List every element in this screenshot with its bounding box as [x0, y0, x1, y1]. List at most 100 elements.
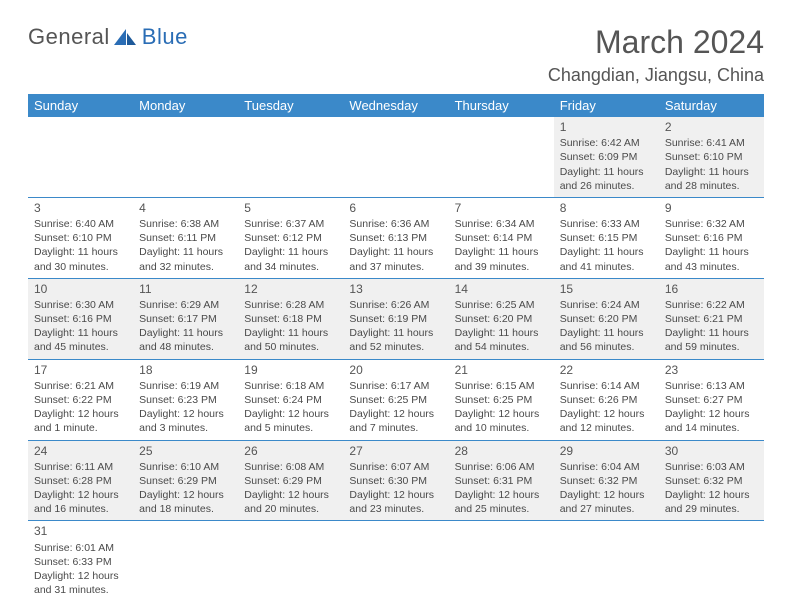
sunset-text: Sunset: 6:24 PM — [244, 394, 322, 406]
calendar-day: 4Sunrise: 6:38 AMSunset: 6:11 PMDaylight… — [133, 197, 238, 278]
calendar-empty — [554, 521, 659, 601]
calendar-day: 23 Sunrise: 6:13 AM Sunset: 6:27 PM Dayligh… — [659, 359, 764, 440]
daylight-text: Daylight: 11 hours and 50 minutes. — [244, 327, 328, 353]
calendar-day: 25Sunrise: 6:10 AMSunset: 6:29 PMDayligh… — [133, 440, 238, 521]
sunrise-text: Sunrise: 6:21 AM — [34, 380, 114, 392]
sunset-text: Sunset: 6:22 PM — [34, 394, 112, 406]
sunrise-text: Sunrise: 6:42 AM — [560, 137, 640, 149]
daylight-text: Daylight: 12 hours and 3 minutes. — [139, 408, 224, 434]
daylight-text: Daylight: 11 hours and 41 minutes. — [560, 246, 644, 272]
calendar-day: 22Sunrise: 6:14 AMSunset: 6:26 PMDayligh… — [554, 359, 659, 440]
sunrise-text: Sunrise: 6:29 AM — [139, 299, 219, 311]
day-number: 31 — [34, 523, 127, 539]
calendar-day: 16Sunrise: 6:22 AMSunset: 6:21 PMDayligh… — [659, 278, 764, 359]
day-number: 29 — [560, 443, 653, 459]
daylight-text: Daylight: 11 hours and 39 minutes. — [455, 246, 539, 272]
sunset-text: Sunset: 6:11 PM — [139, 232, 216, 244]
day-number: 8 — [560, 200, 653, 216]
calendar-day: 11Sunrise: 6:29 AMSunset: 6:17 PMDayligh… — [133, 278, 238, 359]
day-number: 12 — [244, 281, 337, 297]
calendar-table: SundayMondayTuesdayWednesdayThursdayFrid… — [28, 94, 764, 601]
daylight-text: Daylight: 11 hours and 26 minutes. — [560, 166, 644, 192]
calendar-row: 3Sunrise: 6:40 AMSunset: 6:10 PMDaylight… — [28, 197, 764, 278]
daylight-text: Daylight: 12 hours and 1 minute. — [34, 408, 119, 434]
daylight-text: Daylight: 11 hours and 54 minutes. — [455, 327, 539, 353]
sunrise-text: Sunrise: 6:13 AM — [665, 380, 745, 392]
logo-text-blue: Blue — [142, 24, 188, 50]
day-number: 9 — [665, 200, 758, 216]
daylight-text: Daylight: 11 hours and 28 minutes. — [665, 166, 749, 192]
calendar-day: 21Sunrise: 6:15 AMSunset: 6:25 PMDayligh… — [449, 359, 554, 440]
sunrise-text: Sunrise: 6:15 AM — [455, 380, 535, 392]
sunset-text: Sunset: 6:16 PM — [34, 313, 112, 325]
sunrise-text: Sunrise: 6:32 AM — [665, 218, 745, 230]
calendar-row: 10 Sunrise: 6:30 AM Sunset: 6:16 PM Dayligh… — [28, 278, 764, 359]
sunrise-text: Sunrise: 6:01 AM — [34, 542, 114, 554]
day-number: 21 — [455, 362, 548, 378]
day-number: 2 — [665, 119, 758, 135]
sunset-text: Sunset: 6:26 PM — [560, 394, 638, 406]
logo: General Blue — [28, 24, 188, 50]
daylight-text: Daylight: 12 hours and 16 minutes. — [34, 489, 119, 515]
calendar-empty — [449, 521, 554, 601]
daylight-text: Daylight: 12 hours and 18 minutes. — [139, 489, 224, 515]
calendar-row: 31Sunrise: 6:01 AMSunset: 6:33 PMDayligh… — [28, 521, 764, 601]
day-number: 10 — [34, 281, 127, 297]
daylight-text: Daylight: 12 hours and 5 minutes. — [244, 408, 329, 434]
calendar-day: 10Sunrise: 6:30 AMSunset: 6:16 PMDayligh… — [28, 278, 133, 359]
daylight-text: Daylight: 12 hours and 10 minutes. — [455, 408, 540, 434]
sunrise-text: Sunrise: 6:04 AM — [560, 461, 640, 473]
sunset-text: Sunset: 6:12 PM — [244, 232, 322, 244]
day-number: 19 — [244, 362, 337, 378]
calendar-day: 8Sunrise: 6:33 AMSunset: 6:15 PMDaylight… — [554, 197, 659, 278]
calendar-day: 14Sunrise: 6:25 AMSunset: 6:20 PMDayligh… — [449, 278, 554, 359]
sunset-text: Sunset: 6:13 PM — [349, 232, 427, 244]
calendar-day: 20Sunrise: 6:17 AMSunset: 6:25 PMDayligh… — [343, 359, 448, 440]
sunrise-text: Sunrise: 6:18 AM — [244, 380, 324, 392]
sunset-text: Sunset: 6:27 PM — [665, 394, 743, 406]
calendar-day: 26Sunrise: 6:08 AMSunset: 6:29 PMDayligh… — [238, 440, 343, 521]
daylight-text: Daylight: 11 hours and 59 minutes. — [665, 327, 749, 353]
sunset-text: Sunset: 6:14 PM — [455, 232, 533, 244]
calendar-empty — [238, 521, 343, 601]
sunset-text: Sunset: 6:29 PM — [244, 475, 322, 487]
day-number: 28 — [455, 443, 548, 459]
calendar-empty — [238, 117, 343, 197]
sunrise-text: Sunrise: 6:38 AM — [139, 218, 219, 230]
daylight-text: Daylight: 11 hours and 52 minutes. — [349, 327, 433, 353]
day-number: 6 — [349, 200, 442, 216]
day-number: 26 — [244, 443, 337, 459]
weekday-header-row: SundayMondayTuesdayWednesdayThursdayFrid… — [28, 94, 764, 117]
calendar-day: 5Sunrise: 6:37 AMSunset: 6:12 PMDaylight… — [238, 197, 343, 278]
weekday-header: Wednesday — [343, 94, 448, 117]
day-number: 20 — [349, 362, 442, 378]
sunset-text: Sunset: 6:15 PM — [560, 232, 638, 244]
day-number: 11 — [139, 281, 232, 297]
weekday-header: Thursday — [449, 94, 554, 117]
day-number: 18 — [139, 362, 232, 378]
location-text: Changdian, Jiangsu, China — [548, 65, 764, 86]
daylight-text: Daylight: 12 hours and 12 minutes. — [560, 408, 645, 434]
daylight-text: Daylight: 12 hours and 29 minutes. — [665, 489, 750, 515]
calendar-day: 31Sunrise: 6:01 AMSunset: 6:33 PMDayligh… — [28, 521, 133, 601]
sunrise-text: Sunrise: 6:30 AM — [34, 299, 114, 311]
day-number: 24 — [34, 443, 127, 459]
sunrise-text: Sunrise: 6:14 AM — [560, 380, 640, 392]
daylight-text: Daylight: 11 hours and 32 minutes. — [139, 246, 223, 272]
sunrise-text: Sunrise: 6:06 AM — [455, 461, 535, 473]
daylight-text: Daylight: 12 hours and 14 minutes. — [665, 408, 750, 434]
day-number: 23 — [665, 362, 758, 378]
weekday-header: Sunday — [28, 94, 133, 117]
sunrise-text: Sunrise: 6:03 AM — [665, 461, 745, 473]
sunrise-text: Sunrise: 6:10 AM — [139, 461, 219, 473]
sunset-text: Sunset: 6:23 PM — [139, 394, 217, 406]
day-number: 16 — [665, 281, 758, 297]
title-block: March 2024 Changdian, Jiangsu, China — [548, 24, 764, 86]
day-number: 5 — [244, 200, 337, 216]
calendar-day: 3Sunrise: 6:40 AMSunset: 6:10 PMDaylight… — [28, 197, 133, 278]
sunset-text: Sunset: 6:09 PM — [560, 151, 638, 163]
daylight-text: Daylight: 11 hours and 56 minutes. — [560, 327, 644, 353]
sunrise-text: Sunrise: 6:17 AM — [349, 380, 429, 392]
sunset-text: Sunset: 6:17 PM — [139, 313, 217, 325]
daylight-text: Daylight: 11 hours and 43 minutes. — [665, 246, 749, 272]
